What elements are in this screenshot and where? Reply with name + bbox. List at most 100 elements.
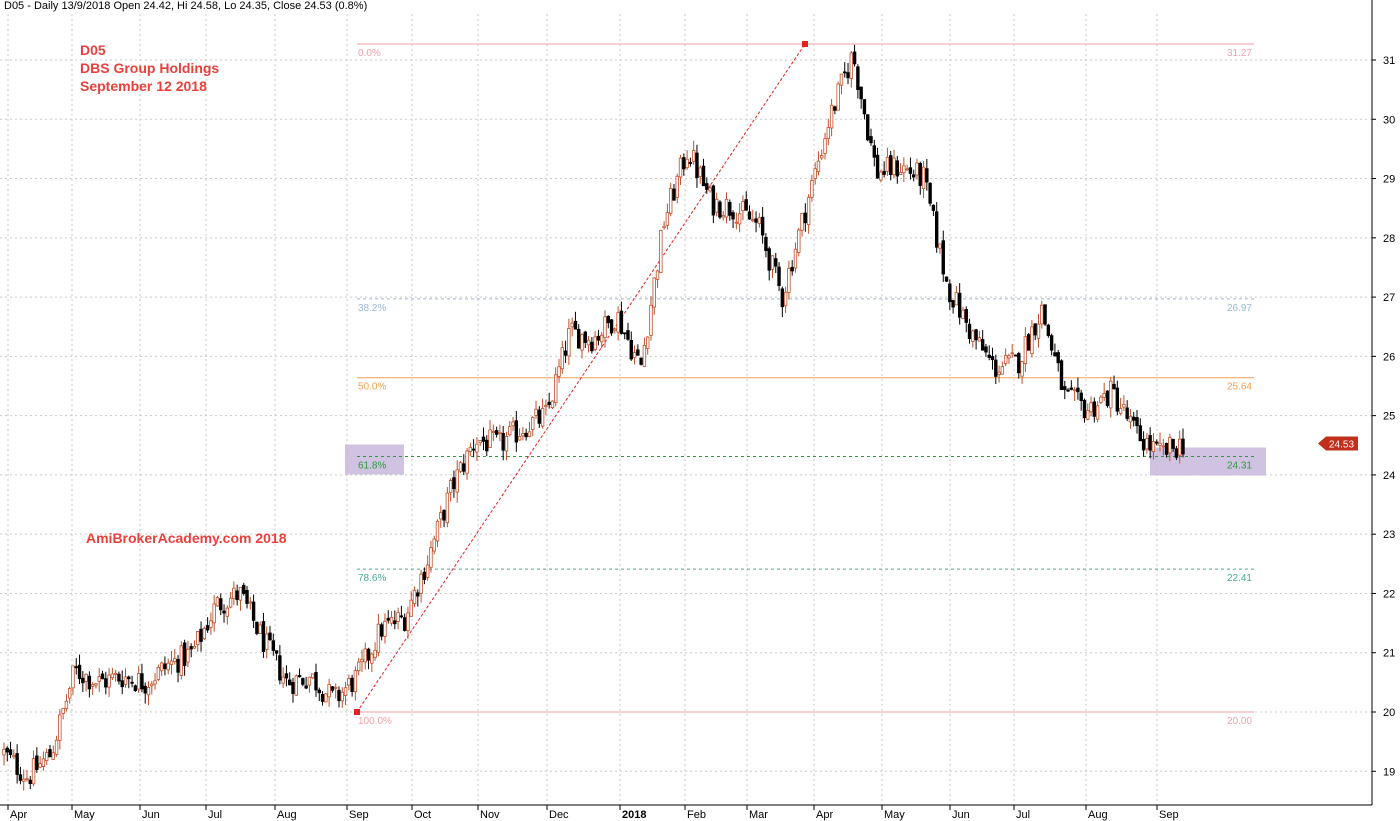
candle (383, 620, 387, 637)
candle (278, 655, 282, 681)
candle (31, 758, 36, 785)
candle (1151, 441, 1156, 453)
candle (902, 165, 906, 174)
candle (645, 336, 650, 349)
candle (330, 686, 335, 691)
candle (5, 747, 9, 753)
candle (820, 155, 824, 159)
candle (593, 336, 597, 350)
candle (632, 352, 637, 358)
candle (163, 663, 167, 670)
candle (544, 405, 548, 408)
candle (370, 653, 374, 664)
candle (793, 248, 798, 269)
candle (462, 463, 466, 472)
candle (379, 624, 384, 637)
candle (655, 270, 660, 280)
candle (248, 601, 253, 604)
candle (242, 584, 246, 594)
candle (550, 400, 555, 409)
candle (363, 648, 367, 663)
candle (603, 316, 607, 339)
candle (1033, 323, 1037, 336)
candle (159, 662, 164, 672)
candle (803, 212, 808, 224)
x-tick-label: Jun (142, 809, 160, 821)
candle (337, 689, 341, 701)
candle (1053, 352, 1057, 357)
candle (18, 774, 23, 781)
candle (921, 166, 926, 189)
candle (136, 673, 141, 690)
candle (1112, 383, 1116, 390)
y-tick-label: 28 (1383, 233, 1395, 245)
candle (928, 182, 932, 204)
candle (668, 188, 673, 214)
candle (705, 183, 709, 190)
candle (406, 612, 410, 632)
candle (754, 218, 758, 223)
candle (84, 673, 88, 682)
candle (833, 106, 837, 111)
candle (465, 450, 469, 474)
candle (879, 171, 883, 181)
candle (583, 331, 587, 343)
candle (944, 276, 949, 282)
candle (898, 172, 903, 175)
fib-pct-label: 50.0% (358, 382, 386, 393)
candle (153, 680, 157, 685)
candle (307, 676, 312, 686)
candle (324, 693, 328, 703)
candle (1076, 387, 1080, 393)
candle (8, 749, 13, 755)
candle (1141, 438, 1146, 451)
candle (113, 672, 118, 675)
candle (912, 174, 916, 178)
candle (895, 160, 899, 177)
candle (941, 240, 945, 275)
candle (652, 277, 656, 308)
candle (980, 339, 985, 351)
fib-value-label: 22.41 (1227, 573, 1252, 584)
last-price-label: 24.53 (1329, 439, 1354, 450)
candle (481, 436, 486, 442)
candle (600, 334, 604, 343)
candle (747, 211, 752, 220)
candle (51, 752, 55, 760)
y-tick-label: 29 (1383, 174, 1395, 186)
x-tick-label: Apr (816, 809, 833, 821)
candle (297, 675, 302, 678)
candle (1026, 334, 1031, 351)
last-price-marker: 24.53 (1318, 436, 1358, 451)
candle (77, 664, 82, 680)
candle (718, 201, 722, 218)
candle (179, 645, 184, 676)
candle (665, 212, 670, 226)
candle (393, 620, 397, 625)
y-tick-label: 24 (1383, 470, 1395, 482)
candle (649, 304, 653, 336)
candle (770, 255, 775, 270)
candle (613, 328, 617, 331)
candle (1059, 360, 1064, 391)
y-tick-label: 25 (1383, 411, 1395, 423)
candle (908, 167, 913, 174)
candle (570, 322, 574, 328)
candle (1030, 326, 1034, 355)
candle (1007, 355, 1011, 359)
candle (268, 632, 272, 641)
candle (964, 309, 968, 323)
candle (196, 631, 200, 646)
candle (1063, 386, 1067, 390)
candle (1003, 355, 1008, 364)
candle (596, 335, 601, 341)
candle (311, 673, 315, 679)
candle (1049, 335, 1054, 351)
candle (61, 707, 65, 714)
candle (35, 755, 39, 770)
candle (1086, 410, 1090, 420)
candle (573, 320, 578, 330)
candle (866, 114, 870, 141)
candle (800, 212, 804, 231)
candle (701, 165, 706, 187)
